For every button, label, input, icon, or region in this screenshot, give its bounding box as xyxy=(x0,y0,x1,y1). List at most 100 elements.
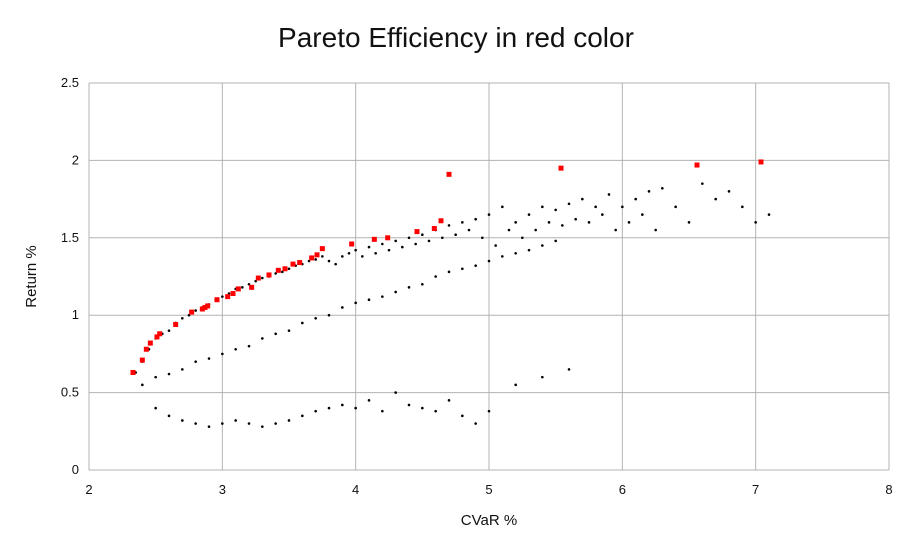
data-point xyxy=(407,286,411,289)
pareto-point xyxy=(558,165,564,171)
pareto-point xyxy=(414,229,420,235)
pareto-point xyxy=(214,297,220,303)
pareto-point xyxy=(202,304,208,310)
data-point xyxy=(221,422,224,425)
data-point xyxy=(447,399,451,402)
pareto-point xyxy=(249,284,255,290)
y-tick-label: 1 xyxy=(72,307,79,322)
data-point xyxy=(487,409,491,413)
data-point xyxy=(514,383,517,387)
data-point xyxy=(314,316,317,320)
data-point xyxy=(454,233,457,237)
y-tick-label: 2.5 xyxy=(61,75,79,90)
data-point xyxy=(727,190,731,193)
data-point xyxy=(474,422,477,425)
x-axis-label: CVaR % xyxy=(461,512,517,529)
data-point xyxy=(461,414,464,418)
pareto-point xyxy=(694,162,700,168)
data-point xyxy=(567,368,571,371)
pareto-point xyxy=(225,294,231,300)
data-point xyxy=(381,295,384,298)
data-point xyxy=(481,236,484,240)
data-point xyxy=(447,224,451,227)
data-point xyxy=(207,357,211,360)
data-point xyxy=(527,248,531,252)
pareto-point xyxy=(314,252,320,258)
data-point xyxy=(394,290,397,294)
data-point xyxy=(541,244,544,247)
pareto-point xyxy=(173,321,179,327)
data-point xyxy=(194,422,197,425)
data-point xyxy=(367,245,371,249)
series-0-points xyxy=(134,182,771,428)
data-point xyxy=(367,298,371,302)
pareto-point xyxy=(446,171,452,177)
data-point xyxy=(507,228,511,232)
data-point xyxy=(394,239,397,243)
data-point xyxy=(347,251,351,255)
data-point xyxy=(401,245,404,249)
data-point xyxy=(634,197,637,201)
data-point xyxy=(501,255,504,258)
data-point xyxy=(494,244,497,247)
x-tick-label: 4 xyxy=(352,482,359,497)
data-point xyxy=(301,321,304,325)
data-point xyxy=(741,205,744,209)
data-point xyxy=(534,228,537,232)
data-point xyxy=(554,208,557,212)
data-point xyxy=(207,425,211,428)
data-point xyxy=(181,316,184,320)
data-point xyxy=(261,425,264,428)
data-point xyxy=(274,332,277,336)
data-point xyxy=(514,221,517,224)
data-point xyxy=(441,236,444,240)
data-point xyxy=(614,228,617,232)
pareto-point xyxy=(205,303,211,309)
data-point xyxy=(181,419,184,422)
data-point xyxy=(461,221,464,224)
data-point xyxy=(434,275,437,278)
pareto-point xyxy=(154,334,160,340)
data-point xyxy=(581,197,584,201)
data-point xyxy=(461,267,464,271)
data-point xyxy=(601,213,604,216)
data-point xyxy=(501,205,504,209)
data-point xyxy=(321,255,324,258)
pareto-point xyxy=(139,357,145,363)
pareto-point xyxy=(290,261,296,267)
data-point xyxy=(361,255,364,258)
data-point xyxy=(474,217,477,221)
data-point xyxy=(261,337,264,340)
pareto-point xyxy=(189,309,195,315)
pareto-point xyxy=(230,291,236,297)
data-point xyxy=(381,409,384,413)
data-point xyxy=(434,409,437,413)
data-point xyxy=(341,306,344,309)
y-tick-label: 0.5 xyxy=(61,385,79,400)
y-tick-label: 1.5 xyxy=(61,230,79,245)
pareto-point xyxy=(235,286,241,292)
data-point xyxy=(421,233,424,237)
pareto-point xyxy=(385,235,391,241)
data-point xyxy=(367,399,371,402)
data-point xyxy=(341,403,344,407)
data-point xyxy=(381,242,384,246)
pareto-point xyxy=(147,340,153,346)
data-point xyxy=(674,205,677,209)
series-1-points xyxy=(130,159,764,375)
pareto-point xyxy=(431,226,437,232)
data-point xyxy=(394,391,397,394)
data-point xyxy=(154,406,157,410)
data-point xyxy=(234,347,237,351)
data-point xyxy=(547,221,551,224)
data-point xyxy=(527,213,531,216)
data-point xyxy=(421,282,424,286)
data-point xyxy=(474,264,477,267)
pareto-point xyxy=(157,331,163,337)
data-point xyxy=(167,372,171,376)
pareto-point xyxy=(758,159,764,165)
pareto-point xyxy=(349,241,355,247)
data-point xyxy=(241,286,244,289)
data-point xyxy=(521,236,524,240)
data-point xyxy=(567,202,571,206)
